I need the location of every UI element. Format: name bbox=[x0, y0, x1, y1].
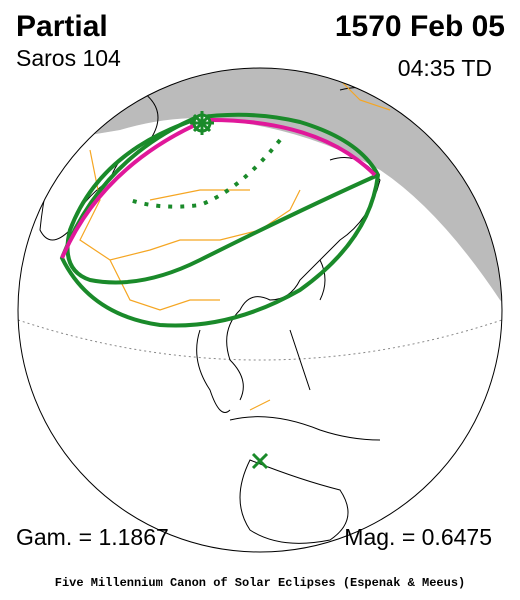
star-stroke bbox=[192, 113, 212, 133]
rise-set-curve bbox=[209, 118, 377, 177]
coastline bbox=[229, 416, 381, 544]
gamma: Gam. = 1.1867 bbox=[16, 524, 169, 550]
footer: Five Millennium Canon of Solar Eclipses … bbox=[55, 576, 465, 590]
magnitude: Mag. = 0.6475 bbox=[344, 524, 492, 550]
coastline bbox=[196, 329, 231, 413]
border bbox=[79, 149, 301, 311]
x-stroke bbox=[251, 452, 269, 470]
eclipse-type: Partial bbox=[16, 10, 108, 43]
globe-outline bbox=[17, 67, 503, 553]
saros: Saros 104 bbox=[16, 45, 121, 71]
eclipse-date: 1570 Feb 05 bbox=[335, 10, 505, 43]
coastline bbox=[289, 259, 326, 391]
rise-set-curve bbox=[60, 123, 196, 259]
time: 04:35 TD bbox=[398, 55, 492, 81]
greatest-eclipse-point bbox=[190, 111, 214, 135]
terminator-line bbox=[18, 319, 502, 361]
border bbox=[249, 79, 391, 411]
penumbral-limit bbox=[65, 116, 379, 285]
subsolar-point bbox=[251, 452, 269, 470]
